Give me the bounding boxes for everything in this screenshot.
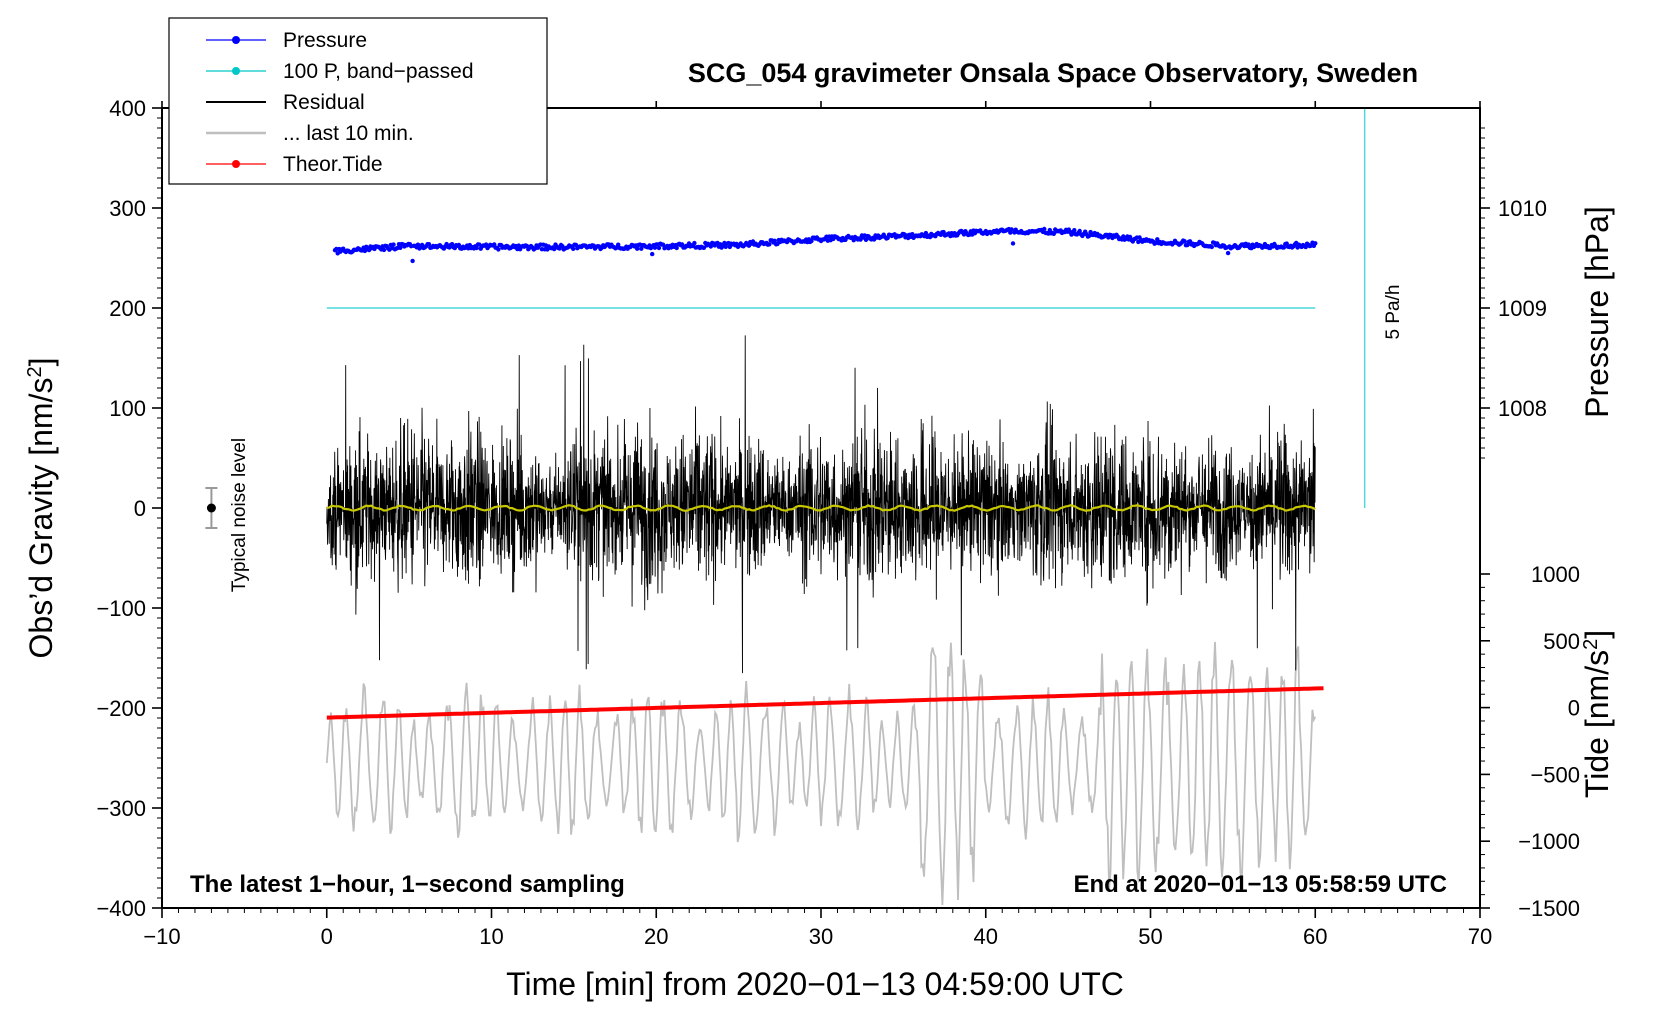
- y-tick-label-left: −300: [96, 796, 146, 821]
- legend-swatch-marker: [232, 160, 240, 168]
- sampling-note: The latest 1−hour, 1−second sampling: [190, 871, 625, 898]
- pressure-point: [1182, 239, 1187, 244]
- legend-swatch-marker: [232, 36, 240, 44]
- pressure-point: [1010, 241, 1016, 246]
- pressure-point: [410, 258, 415, 264]
- pressure-point: [1042, 226, 1047, 232]
- y-axis-label-tide-close: ]: [1579, 630, 1615, 639]
- pressure-point: [639, 246, 644, 251]
- pressure-point: [708, 244, 713, 249]
- pressure-point: [674, 245, 679, 251]
- y-axis-label-tide-sup: 2: [1580, 639, 1602, 650]
- pressure-tick-label: 1010: [1498, 196, 1547, 221]
- y-axis-label-tide-text: Tide [nm/s: [1579, 650, 1615, 798]
- last-10-min-trace: [325, 641, 1317, 906]
- y-axis-label-pressure: Pressure [hPa]: [1579, 206, 1615, 418]
- tide-tick-label: 0: [1568, 696, 1580, 721]
- tide-tick-label: −500: [1530, 762, 1580, 787]
- legend-label: 100 P, band−passed: [283, 60, 474, 83]
- y-tick-label-left: 300: [109, 196, 146, 221]
- y-axis-label-gravity: Obs’d Gravity [nm/s2]: [23, 358, 59, 659]
- theoretical-tide-trace: [326, 686, 1324, 720]
- end-time-note: End at 2020−01−13 05:58:59 UTC: [1073, 871, 1447, 898]
- pressure-point: [1225, 250, 1231, 256]
- pressure-point: [692, 240, 697, 246]
- legend-label: Pressure: [283, 29, 367, 52]
- plot-area: [205, 108, 1366, 906]
- y-axis-label-tide: Tide [nm/s2]: [1579, 630, 1615, 798]
- legend-entries: Pressure 100 P, band−passed Residual ... la…: [206, 29, 474, 176]
- pressure-point: [426, 242, 432, 247]
- y-tick-label-left: −400: [96, 896, 146, 921]
- pressure-point: [656, 245, 662, 251]
- pressure-tick-label: 1008: [1498, 396, 1547, 421]
- x-tick-label: −10: [143, 924, 180, 949]
- legend-label: Theor.Tide: [283, 153, 383, 176]
- pressure-point: [456, 242, 462, 248]
- x-tick-label: 30: [809, 924, 833, 949]
- pressure-point: [474, 245, 479, 251]
- y-tick-label-left: 100: [109, 396, 146, 421]
- y-axis-label-gravity-text: Obs’d Gravity [nm/s: [23, 378, 59, 659]
- pressure-point: [1155, 237, 1160, 242]
- x-tick-label: 40: [974, 924, 998, 949]
- axes: −10 0 10 20 30 40 50 60 70−400−300−200−100010020…: [96, 96, 1580, 949]
- pressure-point: [941, 229, 946, 235]
- x-tick-label: 10: [479, 924, 503, 949]
- pressure-point: [648, 245, 653, 251]
- pressure-point: [1313, 241, 1318, 246]
- pressure-point: [391, 242, 396, 247]
- pressure-point: [767, 242, 772, 247]
- pressure-point: [863, 237, 869, 242]
- x-tick-label: 70: [1468, 924, 1492, 949]
- pressure-point: [1209, 244, 1215, 250]
- pressure-point: [415, 242, 421, 247]
- pressure-point: [772, 238, 777, 243]
- x-tick-label: 20: [644, 924, 668, 949]
- noise-level-label: Typical noise level: [229, 438, 250, 592]
- legend-label: Residual: [283, 91, 365, 114]
- legend-label: ... last 10 min.: [283, 122, 414, 145]
- pressure-point: [571, 246, 576, 251]
- x-tick-label: 50: [1138, 924, 1162, 949]
- pressure-point: [885, 235, 890, 241]
- x-tick-label: 0: [321, 924, 333, 949]
- x-axis-label: Time [min] from 2020−01−13 04:59:00 UTC: [506, 966, 1124, 1002]
- tide-tick-label: −1500: [1518, 896, 1580, 921]
- y-tick-label-left: 200: [109, 296, 146, 321]
- pressure-point: [660, 242, 666, 247]
- legend: Pressure 100 P, band−passed Residual ... la…: [168, 17, 548, 185]
- pressure-point: [398, 245, 403, 250]
- x-tick-label: 60: [1303, 924, 1327, 949]
- pressure-tick-label: 1009: [1498, 296, 1547, 321]
- pressure-point: [1051, 231, 1057, 236]
- residual-trace: [326, 335, 1316, 674]
- pressure-point: [1281, 245, 1287, 250]
- y-axis-label-gravity-close: ]: [23, 358, 59, 367]
- noise-bar-point: [206, 503, 216, 513]
- y-axis-label-gravity-sup: 2: [24, 366, 46, 377]
- legend-swatch-marker: [232, 67, 240, 75]
- residual-smoothed-trace: [326, 504, 1316, 512]
- pressure-point: [616, 242, 621, 247]
- y-tick-label-left: −200: [96, 696, 146, 721]
- rate-label: 5 Pa/h: [1383, 285, 1404, 340]
- pressure-point: [1009, 227, 1014, 232]
- pressure-point: [635, 246, 640, 251]
- pressure-point: [652, 245, 658, 250]
- pressure-point: [650, 251, 655, 257]
- pressure-point: [496, 247, 501, 252]
- y-tick-label-left: 0: [134, 496, 146, 521]
- y-tick-label-left: −100: [96, 596, 146, 621]
- y-tick-label-left: 400: [109, 96, 146, 121]
- pressure-point: [381, 247, 387, 253]
- chart-title: SCG_054 gravimeter Onsala Space Observat…: [688, 58, 1418, 88]
- tide-tick-label: 500: [1543, 629, 1580, 654]
- tide-tick-label: −1000: [1518, 829, 1580, 854]
- pressure-point: [1077, 228, 1082, 234]
- tide-tick-label: 1000: [1531, 562, 1580, 587]
- pressure-point: [1072, 228, 1077, 233]
